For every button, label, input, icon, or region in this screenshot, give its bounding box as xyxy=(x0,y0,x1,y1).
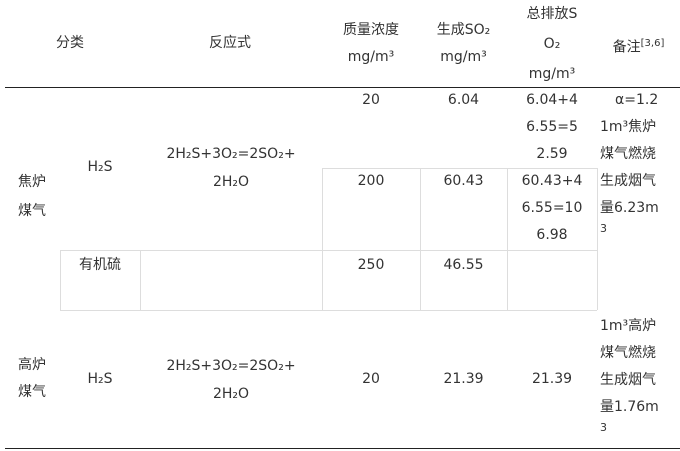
divider xyxy=(420,168,421,310)
remark-line: 煤气燃烧 xyxy=(600,345,656,361)
remark-line: 1m³焦炉 xyxy=(600,119,657,135)
remark-line: 量6.23m xyxy=(600,200,659,216)
concentration-cell: 250 xyxy=(357,257,385,273)
header-so2-generated: 生成SO₂ mg/m³ xyxy=(420,17,507,71)
generated-cell: 46.55 xyxy=(443,257,484,273)
header-line: 总排放S xyxy=(526,6,578,22)
divider xyxy=(60,250,597,251)
divider xyxy=(322,168,323,310)
header-line: mg/m³ xyxy=(528,66,576,82)
concentration-cell: 200 xyxy=(357,173,385,189)
generated-cell: 21.39 xyxy=(443,371,484,387)
remark-line: 生成烟气 xyxy=(600,173,656,189)
remark-blast: 1m³高炉 煤气燃烧 生成烟气 量1.76m 3 xyxy=(600,313,680,435)
remark-line: 量1.76m xyxy=(600,399,659,415)
species-h2s: H₂S xyxy=(87,159,113,175)
generated-cell: 6.04 xyxy=(447,92,480,108)
species-h2s: H₂S xyxy=(87,371,113,387)
remark-line: 3 xyxy=(600,222,607,235)
remark-line: 生成烟气 xyxy=(600,372,656,388)
concentration-cell: 20 xyxy=(362,92,380,108)
category-line: 焦炉 xyxy=(18,174,46,190)
equation-line: 2H₂O xyxy=(212,386,250,402)
header-line: O₂ xyxy=(543,36,561,52)
divider xyxy=(322,168,597,169)
remark-line: 煤气燃烧 xyxy=(600,146,656,162)
header-line: mg/m³ xyxy=(440,49,487,65)
remark-coke: α=1.2 1m³焦炉 煤气燃烧 生成烟气 量6.23m 3 xyxy=(600,87,680,236)
divider xyxy=(507,168,508,310)
reaction-equation: 2H₂S+3O₂=2SO₂+ 2H₂O xyxy=(140,352,322,408)
header-rule xyxy=(5,87,680,88)
divider xyxy=(60,250,61,310)
divider xyxy=(140,250,141,310)
category-line: 煤气 xyxy=(18,384,46,400)
total-line: 6.04+4 xyxy=(526,92,578,108)
bottom-rule xyxy=(5,448,680,449)
header-remark: 备注[3,6] xyxy=(597,30,680,62)
remark-line: α=1.2 xyxy=(615,92,659,108)
citation-link[interactable]: [3,6] xyxy=(640,38,665,49)
header-reaction: 反应式 xyxy=(209,35,251,51)
header-concentration: 质量浓度 mg/m³ xyxy=(322,17,420,71)
divider xyxy=(60,310,597,311)
species-organic-sulfur: 有机硫 xyxy=(79,257,121,273)
generated-cell: 60.43 xyxy=(443,173,484,189)
total-cell: 60.43+4 6.55=10 6.98 xyxy=(507,168,597,249)
total-line: 6.55=10 xyxy=(521,200,583,216)
total-line: 6.98 xyxy=(536,227,568,243)
equation-line: 2H₂S+3O₂=2SO₂+ xyxy=(166,146,296,162)
category-line: 高炉 xyxy=(18,357,46,373)
category-coke-gas: 焦炉 煤气 xyxy=(0,168,58,226)
equation-line: 2H₂O xyxy=(212,174,250,190)
category-blast-gas: 高炉 煤气 xyxy=(0,352,58,406)
header-category: 分类 xyxy=(56,35,84,51)
header-so2-total: 总排放S O₂ mg/m³ xyxy=(507,0,597,89)
header-line: mg/m³ xyxy=(347,49,395,65)
remark-line: 1m³高炉 xyxy=(600,318,657,334)
header-remark-text: 备注 xyxy=(612,39,641,56)
total-line: 2.59 xyxy=(536,146,568,162)
header-line: 质量浓度 xyxy=(343,22,399,38)
total-cell: 21.39 xyxy=(531,371,573,387)
divider xyxy=(597,168,598,310)
category-line: 煤气 xyxy=(18,203,46,219)
equation-line: 2H₂S+3O₂=2SO₂+ xyxy=(166,358,296,374)
remark-line: 3 xyxy=(600,421,607,434)
header-line: 生成SO₂ xyxy=(436,22,491,38)
total-line: 60.43+4 xyxy=(521,173,583,189)
reaction-equation: 2H₂S+3O₂=2SO₂+ 2H₂O xyxy=(140,140,322,196)
total-line: 6.55=5 xyxy=(526,119,578,135)
concentration-cell: 20 xyxy=(362,371,380,387)
total-cell: 6.04+4 6.55=5 2.59 xyxy=(507,87,597,168)
